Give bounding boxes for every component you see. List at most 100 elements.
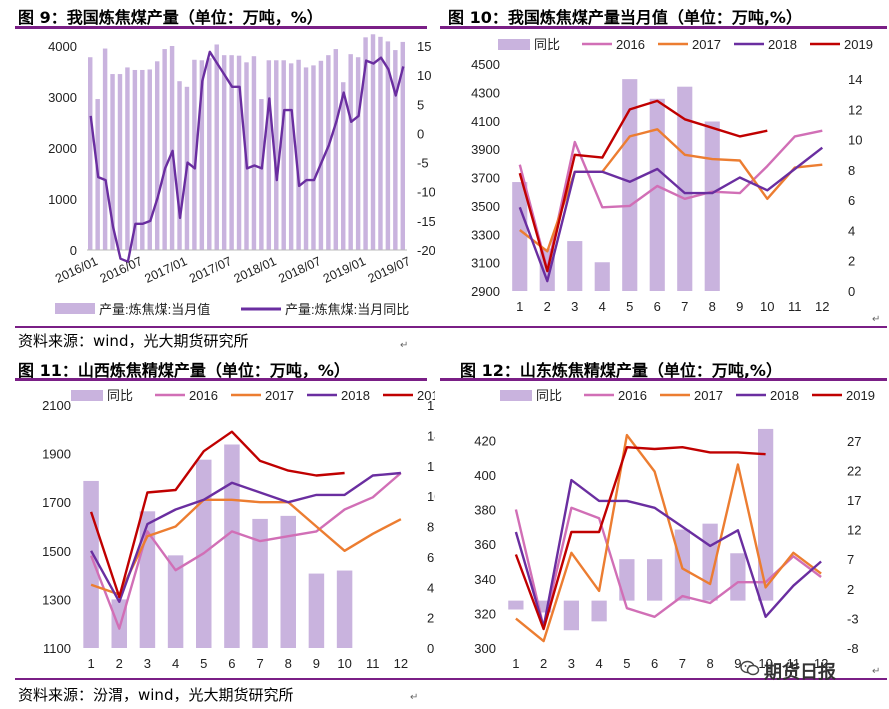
y-left-tick-label: 4000 [48,39,77,54]
y-left-tick-label: 380 [474,503,496,518]
bar [177,81,182,250]
y-right-tick-label: 10 [427,489,435,504]
x-tick-label: 12 [814,656,828,671]
x-tick-label: 2019/01 [321,254,368,286]
y-right-tick-label: 4 [427,580,434,595]
y-right-tick-label: -3 [847,611,859,626]
x-tick-label: 12 [815,299,829,314]
x-tick-label: 1 [87,656,94,671]
bar [236,55,242,250]
legend-swatch-bar [500,390,532,401]
legend-label-2018: 2018 [341,388,370,403]
legend-swatch-bar [498,39,530,50]
bar [162,49,167,250]
x-tick-label: 5 [623,656,630,671]
bar [110,74,115,250]
x-tick-label: 2 [544,299,551,314]
chart-national-coking-coal-output: 0 1000 2000 3000 4000 -20 -15 -10 -5 0 5 10 15 2016/0… [48,34,435,317]
bar-yoy [563,600,580,631]
paragraph-mark: ↵ [872,666,881,677]
title-rule [440,378,887,381]
y-right-tick-label: 8 [848,163,855,178]
bar [199,60,205,250]
x-tick-label: 3 [568,656,575,671]
bar-yoy [308,573,325,648]
bar [355,57,361,250]
bar-yoy [224,444,240,648]
bar [214,44,219,250]
y-right-tick-label: 17 [847,493,861,508]
figure-10-title: 图 10：我国炼焦煤产量当月值（单位：万吨,%） [448,8,802,27]
x-tick-label: 2018/01 [232,254,279,286]
y-right-tick-label: 22 [847,463,861,478]
y-left-tick-label: 2000 [48,141,77,156]
paragraph-mark: ↵ [410,692,419,703]
legend-swatch-bar [55,303,95,314]
legend-label-2016: 2016 [616,37,645,52]
paragraph-mark: ↵ [400,340,409,351]
bar-yoy [594,262,610,291]
legend-label-bar: 同比 [534,37,560,52]
series-line-2017 [519,128,823,253]
yoy-line [89,50,405,263]
legend-label-2018: 2018 [768,37,797,52]
bar-yoy [619,559,635,601]
x-tick-label: 1 [516,299,523,314]
bar [147,69,152,251]
y-right-tick-label: 10 [417,68,431,83]
y-left-tick-label: 2100 [42,398,71,413]
y-left-tick-label: 360 [474,537,496,552]
series-line-2019 [89,430,345,599]
y-left-tick-label: 420 [474,433,496,448]
watermark: 期货日报 [764,662,836,683]
y-right-tick-label: -8 [847,641,859,656]
y-left-tick-label: 0 [70,243,77,258]
x-tick-label: 8 [285,656,292,671]
legend-label-2016: 2016 [189,388,218,403]
y-right-tick-label: -5 [417,156,429,171]
bar [221,55,227,251]
y-left-tick-label: 3000 [48,90,77,105]
bar [311,65,316,250]
bar [259,99,264,250]
series-line-2016 [514,506,822,629]
series-line-2018 [90,471,402,604]
bar [393,50,398,250]
y-right-tick-label: 27 [847,434,861,449]
figure-12-title: 图 12：山东炼焦精煤产量（单位：万吨,%） [460,361,782,380]
title-rule [15,26,427,29]
bar [102,48,108,250]
bar [288,63,294,251]
x-tick-label: 9 [736,299,743,314]
legend-label-2017: 2017 [694,388,723,403]
y-right-tick-label: 2 [848,254,855,269]
legend-label-2017: 2017 [265,388,294,403]
bar-yoy [704,121,720,291]
series-line-2016 [518,129,823,271]
x-tick-label: 5 [200,656,207,671]
legend-swatch-bar [71,390,103,401]
x-tick-label: 6 [228,656,235,671]
x-tick-label: 10 [760,299,774,314]
paragraph-mark: ↵ [872,314,881,325]
y-left-tick-label: 3300 [471,227,500,242]
x-tick-label: 9 [313,656,320,671]
y-right-tick-label: 6 [848,193,855,208]
bar [363,37,368,250]
x-tick-label: 11 [788,299,802,314]
x-tick-label: 8 [707,656,714,671]
y-right-tick-label: 0 [848,284,855,299]
y-left-tick-label: 1000 [48,192,77,207]
figure-11-title: 图 11：山西炼焦精煤产量（单位：万吨，%） [18,361,350,380]
y-right-tick-label: -15 [417,214,435,229]
bar [296,59,301,250]
source-note-bottom: 资料来源：汾渭，wind，光大期货研究所 [18,686,294,704]
y-right-tick-label: 7 [847,552,854,567]
x-tick-label: 10 [758,656,772,671]
bar-yoy [730,553,746,601]
series-line-2019 [514,445,766,631]
legend-label-bar: 产量:炼焦煤:当月值 [99,302,210,317]
y-left-tick-label: 3100 [471,256,500,271]
bar [207,58,212,251]
